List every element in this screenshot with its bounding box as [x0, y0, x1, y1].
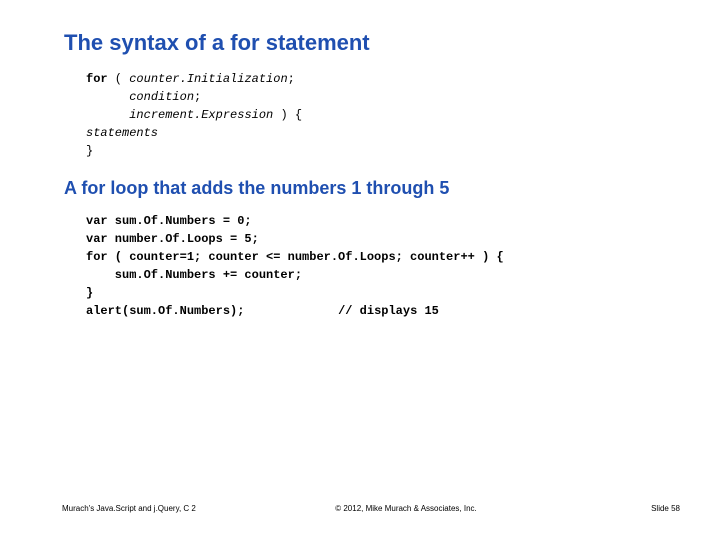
paren-close-brace: ) { — [273, 108, 302, 122]
code-line-6b: // displays 15 — [338, 304, 439, 318]
increment-expr: increment.Expression — [129, 108, 273, 122]
footer-slide-number: Slide 58 — [600, 504, 680, 514]
code-block-syntax: for ( counter.Initialization; condition;… — [86, 70, 664, 160]
slide: The syntax of a for statement for ( coun… — [0, 0, 720, 540]
code-line-3: for ( counter=1; counter <= number.Of.Lo… — [86, 250, 504, 264]
footer-copyright: © 2012, Mike Murach & Associates, Inc. — [212, 504, 600, 514]
semicolon: ; — [194, 90, 201, 104]
condition: condition — [129, 90, 194, 104]
keyword-for: for — [86, 72, 108, 86]
statements: statements — [86, 126, 158, 140]
slide-content: The syntax of a for statement for ( coun… — [64, 30, 664, 320]
heading-example: A for loop that adds the numbers 1 throu… — [64, 178, 664, 200]
code-line-4: sum.Of.Numbers += counter; — [86, 268, 302, 282]
paren-open: ( — [108, 72, 130, 86]
semicolon: ; — [288, 72, 295, 86]
counter-init: counter.Initialization — [129, 72, 287, 86]
code-line-6a: alert(sum.Of.Numbers); — [86, 304, 244, 318]
code-line-1: var sum.Of.Numbers = 0; — [86, 214, 252, 228]
code-block-example: var sum.Of.Numbers = 0; var number.Of.Lo… — [86, 212, 664, 320]
slide-footer: Murach's Java.Script and j.Query, C 2 © … — [62, 504, 680, 514]
footer-book-title: Murach's Java.Script and j.Query, C 2 — [62, 504, 212, 514]
heading-syntax: The syntax of a for statement — [64, 30, 664, 56]
close-brace: } — [86, 144, 93, 158]
code-line-2: var number.Of.Loops = 5; — [86, 232, 259, 246]
code-line-5: } — [86, 286, 93, 300]
